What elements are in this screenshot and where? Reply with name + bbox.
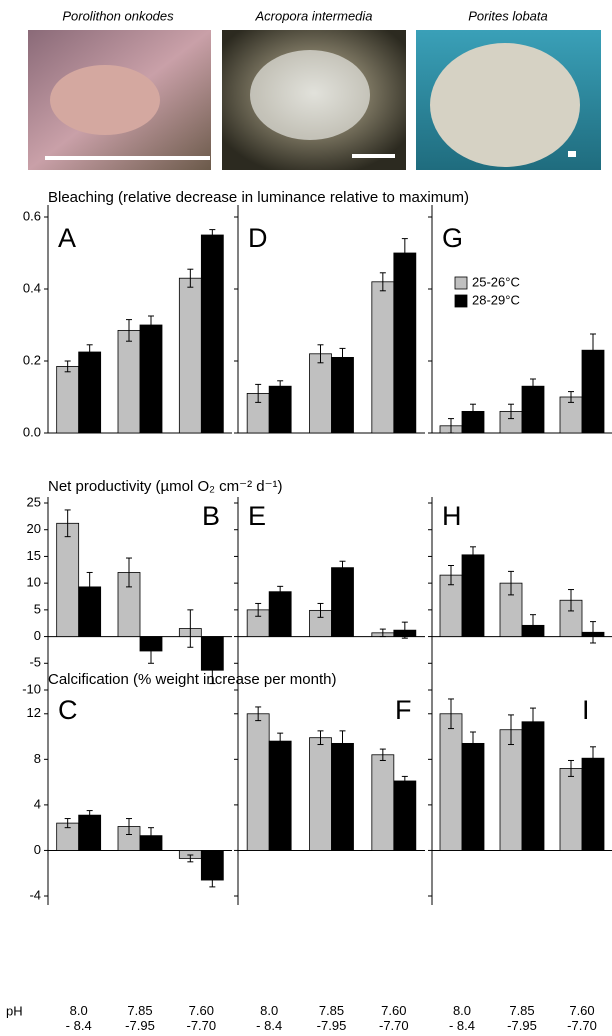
y-tick-label: 20 (27, 521, 41, 536)
y-tick-label: 0 (34, 842, 41, 857)
y-tick-label: 0.6 (23, 208, 41, 223)
y-tick-label: 15 (27, 548, 41, 563)
bar (521, 721, 545, 851)
legend-swatch (454, 294, 468, 308)
photo-detail (250, 50, 370, 140)
panel-letter: I (582, 695, 590, 725)
panel-letter: B (202, 501, 220, 531)
bar (139, 324, 163, 434)
bar (178, 277, 202, 434)
panel-letter: E (248, 501, 266, 531)
legend-label: 25-26°C (472, 274, 520, 289)
bar (393, 252, 417, 434)
panel-letter: C (58, 695, 78, 725)
panel-letter: D (248, 223, 268, 253)
y-tick-label: 25 (27, 494, 41, 509)
legend-swatch (454, 276, 468, 290)
bar (331, 567, 354, 637)
bar (268, 591, 292, 637)
y-tick-label: 4 (34, 796, 41, 811)
legend-label: 28-29°C (472, 292, 520, 307)
y-tick-label: -5 (29, 655, 41, 670)
x-tick-label: 7.85 -7.95 (507, 1003, 537, 1033)
photo-detail (50, 65, 160, 135)
row-title: Calcification (% weight increase per mon… (48, 671, 336, 688)
y-tick-label: 0.0 (23, 424, 41, 439)
bar (461, 554, 485, 637)
bar (78, 814, 102, 851)
x-tick-label: 7.60 -7.70 (187, 1003, 217, 1033)
bar (331, 742, 354, 851)
photos: Porolithon onkodes Acropora intermedia P… (28, 8, 601, 170)
bar (56, 522, 80, 637)
photo-caption: Porolithon onkodes (62, 8, 174, 23)
photo-caption: Acropora intermedia (254, 8, 372, 23)
bar (246, 713, 270, 851)
scale-bar (568, 151, 576, 157)
bar (371, 281, 395, 434)
x-tick-label: 8.0- 8.4 (449, 1003, 475, 1033)
bar (393, 780, 417, 851)
x-tick-label: 7.85 -7.95 (125, 1003, 155, 1033)
panel-letter: H (442, 501, 462, 531)
x-tick-label: 7.60 -7.70 (379, 1003, 409, 1033)
y-tick-label: 5 (34, 601, 41, 616)
y-tick-label: 0.2 (23, 352, 41, 367)
panel-letter: G (442, 223, 463, 253)
y-tick-label: -4 (29, 887, 41, 902)
x-axis-label: pH (6, 1003, 23, 1018)
bar (117, 329, 141, 434)
bar (268, 385, 292, 434)
bar (309, 737, 332, 851)
y-tick-label: 10 (27, 575, 41, 590)
x-tick-label: 8.0- 8.4 (66, 1003, 92, 1033)
bar (461, 742, 485, 851)
bar (499, 729, 523, 851)
bar (439, 713, 463, 851)
bar (78, 351, 102, 434)
y-tick-label: 0 (34, 628, 41, 643)
bar (200, 234, 224, 434)
y-tick-label: -10 (22, 681, 41, 696)
bar (56, 365, 80, 434)
row-title: Bleaching (relative decrease in luminanc… (48, 189, 469, 206)
bar (559, 768, 583, 851)
bar (268, 740, 292, 851)
bar (371, 754, 395, 851)
y-tick-label: 0.4 (23, 280, 41, 295)
y-tick-label: 8 (34, 751, 41, 766)
row-title: Net productivity (µmol O₂ cm⁻² d⁻¹) (48, 478, 283, 495)
bar (309, 353, 332, 434)
bar (581, 757, 605, 851)
x-tick-label: 7.85 -7.95 (317, 1003, 347, 1033)
y-tick-label: 12 (27, 705, 41, 720)
photo-caption: Porites lobata (468, 8, 548, 23)
panel-letter: A (58, 223, 76, 253)
photo-detail (430, 43, 580, 167)
x-tick-label: 8.0- 8.4 (256, 1003, 282, 1033)
panel-letter: F (395, 695, 412, 725)
x-tick-label: 7.60 -7.70 (567, 1003, 597, 1033)
bar (331, 356, 354, 434)
